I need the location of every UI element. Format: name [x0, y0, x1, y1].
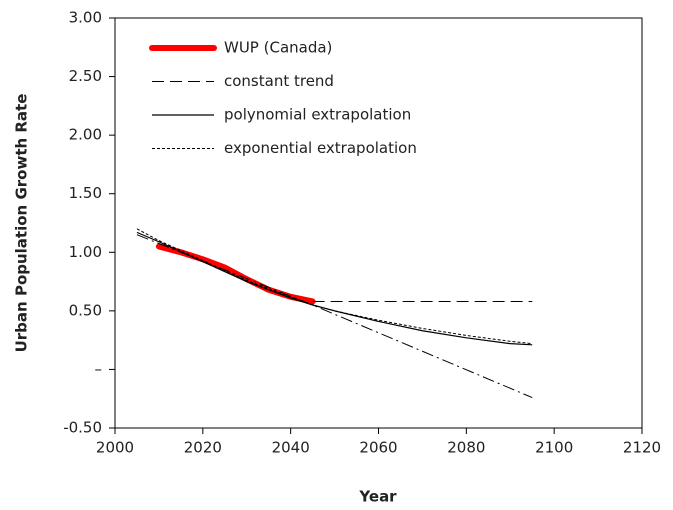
- x-tick-label: 2040: [272, 439, 310, 457]
- x-tick-label: 2080: [447, 439, 485, 457]
- y-axis-title: Urban Population Growth Rate: [13, 94, 31, 353]
- x-tick-label: 2120: [623, 439, 661, 457]
- x-tick-label: 2060: [359, 439, 397, 457]
- legend-label: polynomial extrapolation: [224, 106, 411, 124]
- x-tick-label: 2100: [535, 439, 573, 457]
- y-tick-label: –: [95, 360, 103, 378]
- y-tick-label: -0.50: [63, 419, 102, 437]
- legend-label: constant trend: [224, 72, 334, 90]
- y-tick-label: 3.00: [69, 9, 102, 27]
- x-tick-label: 2000: [96, 439, 134, 457]
- series-line: [155, 243, 316, 305]
- legend-label: exponential extrapolation: [224, 139, 417, 157]
- y-tick-label: 2.50: [69, 67, 102, 85]
- y-tick-label: 1.00: [69, 243, 102, 261]
- x-tick-label: 2020: [184, 439, 222, 457]
- y-tick-label: 2.00: [69, 126, 102, 144]
- legend-label: WUP (Canada): [224, 39, 332, 57]
- series-line: [136, 228, 533, 345]
- series-line: [136, 231, 533, 346]
- y-tick-label: 0.50: [69, 301, 102, 319]
- y-tick-label: 1.50: [69, 184, 102, 202]
- plot-frame: [114, 17, 643, 429]
- x-axis-title: Year: [358, 488, 397, 506]
